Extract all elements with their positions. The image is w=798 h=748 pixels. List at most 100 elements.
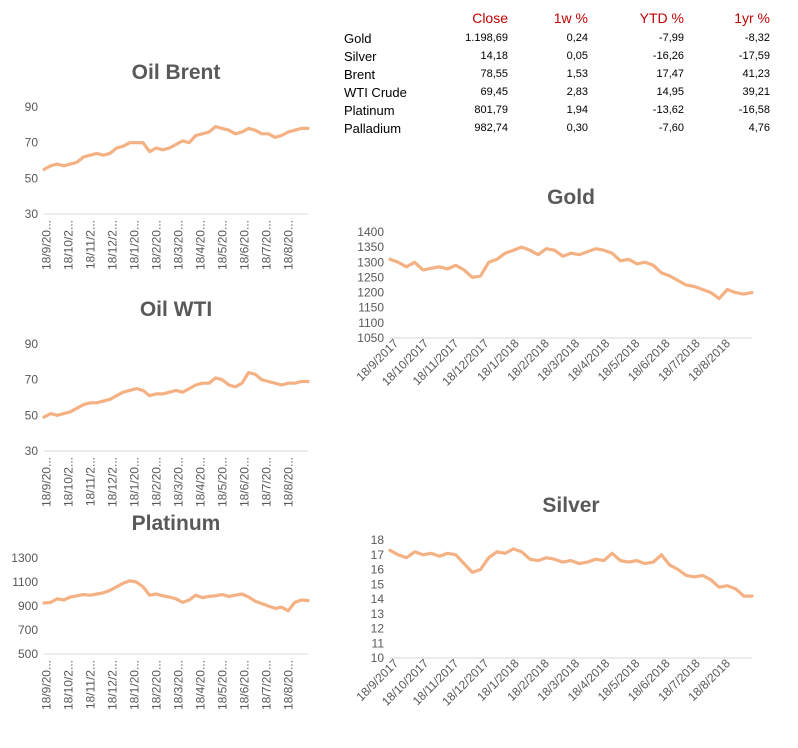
row-1w: 1,53	[566, 68, 588, 80]
x-tick-label: 18/4/20...	[194, 220, 208, 270]
row-ytd: -16,26	[652, 50, 684, 62]
row-name: WTI Crude	[344, 84, 407, 100]
y-tick-label: 1400	[357, 225, 384, 239]
y-tick-label: 30	[25, 207, 39, 221]
x-tick-label: 18/6/20...	[238, 457, 252, 507]
x-tick-label: 18/2/20...	[150, 457, 164, 507]
y-tick-label: 15	[371, 577, 385, 591]
x-tick-label: 18/7/20...	[260, 660, 274, 710]
y-tick-label: 30	[25, 444, 39, 458]
row-close: 801,79	[474, 104, 508, 116]
y-tick-label: 1050	[357, 331, 384, 345]
row-name: Silver	[344, 48, 377, 64]
y-tick-label: 90	[25, 337, 39, 351]
x-tick-label: 18/6/20...	[238, 660, 252, 710]
x-tick-label: 18/6/20...	[238, 220, 252, 270]
table-row: Silver 14,18 0,05 -16,26 -17,59	[340, 47, 770, 65]
x-tick-label: 18/8/20...	[282, 457, 296, 507]
x-tick-label: 18/8/20...	[282, 220, 296, 270]
x-tick-label: 18/9/20...	[40, 660, 54, 710]
chart-oil-wti: Oil WTI 90 70 50 30 18/9/20... 18/10/2... 18/11…	[0, 282, 320, 507]
row-close: 1.198,69	[465, 32, 508, 44]
series-line	[42, 370, 310, 419]
x-tick-label: 18/9/20...	[40, 220, 54, 270]
table-row: Palladium 982,74 0,30 -7,60 4,76	[340, 119, 770, 137]
header-ytd: YTD %	[639, 10, 684, 26]
y-tick-label: 1350	[357, 240, 384, 254]
x-tick-label: 18/7/20...	[260, 457, 274, 507]
x-tick-label: 18/2/20...	[150, 660, 164, 710]
x-tick-label: 18/1/20...	[128, 220, 142, 270]
row-1yr: 4,76	[748, 122, 770, 134]
y-tick-label: 12	[371, 622, 385, 636]
x-tick-label: 18/3/20...	[172, 220, 186, 270]
x-tick-label: 18/12/2...	[106, 220, 120, 270]
x-tick-label: 18/12/2...	[106, 457, 120, 507]
x-tick-label: 18/9/20...	[40, 457, 54, 507]
header-blank	[340, 8, 436, 29]
x-tick-label: 18/10/2...	[62, 660, 76, 710]
table-row: WTI Crude 69,45 2,83 14,95 39,21	[340, 83, 770, 101]
row-ytd: -7,99	[658, 32, 684, 44]
x-tick-label: 18/12/2...	[106, 660, 120, 710]
x-tick-label: 18/5/20...	[216, 457, 230, 507]
y-tick-label: 70	[25, 136, 39, 150]
row-1yr: -16,58	[738, 104, 770, 116]
row-1yr: -17,59	[738, 50, 770, 62]
row-close: 69,45	[480, 86, 508, 98]
row-close: 78,55	[480, 68, 508, 80]
y-tick-label: 10	[371, 651, 385, 665]
row-ytd: 14,95	[656, 86, 684, 98]
table-row: Gold 1.198,69 0,24 -7,99 -8,32	[340, 29, 770, 47]
chart-title: Oil Brent	[132, 61, 221, 84]
series-line	[42, 579, 310, 613]
y-tick-label: 18	[371, 533, 385, 547]
table-row: Platinum 801,79 1,94 -13,62 -16,58	[340, 101, 770, 119]
row-name: Platinum	[344, 102, 395, 118]
x-tick-label: 18/5/20...	[216, 660, 230, 710]
y-tick-label: 11	[372, 636, 385, 650]
chart-oil-brent: Oil Brent 90 70 50 30 18/9/20... 18/10/2... 18/…	[0, 45, 320, 270]
x-tick-label: 18/10/2...	[62, 457, 76, 507]
y-tick-label: 500	[18, 647, 38, 661]
x-tick-label: 18/4/20...	[194, 660, 208, 710]
row-name: Gold	[344, 30, 372, 46]
row-close: 14,18	[480, 50, 508, 62]
y-tick-label: 16	[371, 563, 385, 577]
row-1w: 0,05	[566, 50, 588, 62]
row-name: Palladium	[344, 120, 402, 136]
x-tick-label: 18/7/20...	[260, 220, 274, 270]
y-tick-label: 700	[18, 623, 38, 637]
table-row: Brent 78,55 1,53 17,47 41,23	[340, 65, 770, 83]
x-tick-label: 18/11/2...	[84, 220, 98, 269]
row-1w: 0,24	[566, 32, 588, 44]
y-tick-label: 50	[25, 171, 39, 185]
y-tick-label: 1300	[11, 551, 38, 565]
row-name: Brent	[344, 66, 376, 82]
y-tick-label: 70	[25, 373, 39, 387]
x-tick-label: 18/2/20...	[150, 220, 164, 270]
x-tick-label: 18/5/20...	[216, 220, 230, 270]
chart-title: Gold	[547, 186, 595, 209]
y-tick-label: 14	[371, 592, 385, 606]
quotes-table: Close 1w % YTD % 1yr % Gold 1.198,69 0,2…	[340, 8, 770, 137]
x-tick-label: 18/10/2...	[62, 220, 76, 270]
row-ytd: 17,47	[656, 68, 684, 80]
x-tick-label: 18/8/20...	[282, 660, 296, 710]
chart-title: Silver	[542, 494, 599, 517]
y-tick-label: 1150	[358, 301, 384, 315]
chart-title: Oil WTI	[140, 298, 212, 321]
row-1yr: -8,32	[744, 32, 770, 44]
y-tick-label: 90	[25, 100, 39, 114]
y-tick-label: 1250	[357, 270, 384, 284]
row-1w: 2,83	[566, 86, 588, 98]
x-tick-label: 18/1/20...	[128, 457, 142, 507]
y-tick-label: 17	[371, 548, 385, 562]
x-tick-label: 18/11/2...	[84, 660, 98, 709]
y-tick-label: 900	[18, 599, 38, 613]
series-line	[388, 547, 754, 598]
x-tick-label: 18/11/2...	[84, 457, 98, 506]
x-tick-label: 18/3/20...	[172, 457, 186, 507]
header-1yr: 1yr %	[734, 10, 770, 26]
row-close: 982,74	[474, 122, 508, 134]
